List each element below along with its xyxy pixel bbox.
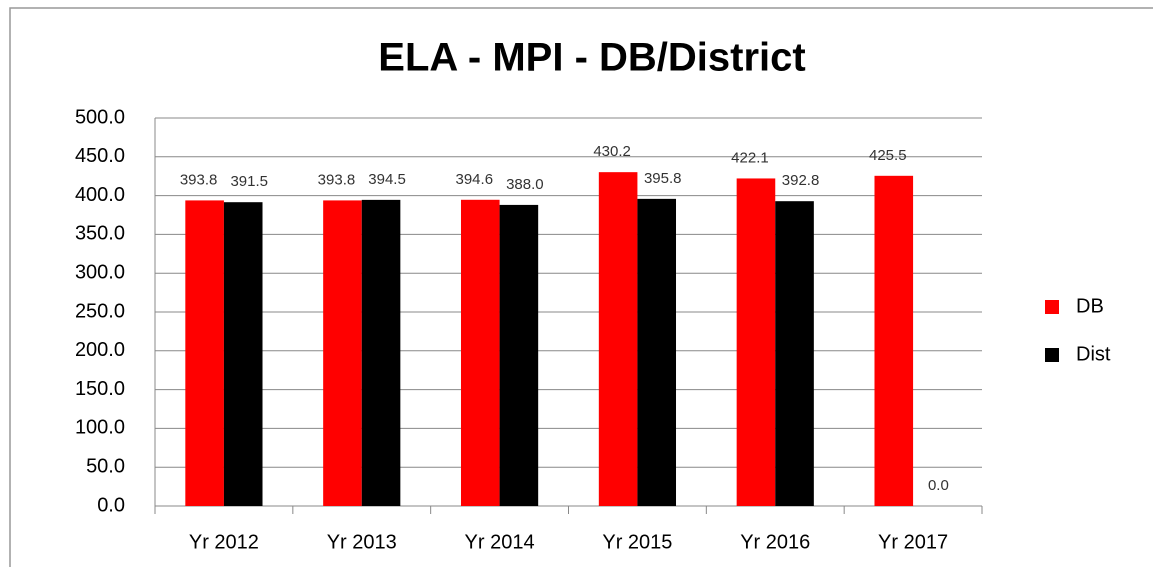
value-label: 394.6 bbox=[456, 171, 494, 188]
bar bbox=[874, 175, 914, 506]
bar bbox=[323, 200, 362, 506]
value-label: 422.1 bbox=[731, 149, 769, 166]
y-tick-label: 150.0 bbox=[75, 378, 125, 400]
value-label: 388.0 bbox=[506, 176, 544, 193]
x-tick-label: Yr 2017 bbox=[878, 531, 948, 553]
y-tick-label: 500.0 bbox=[75, 106, 125, 128]
value-label: 393.8 bbox=[318, 171, 356, 188]
x-tick-label: Yr 2014 bbox=[465, 531, 535, 553]
legend-label: DB bbox=[1076, 295, 1104, 317]
y-tick-label: 400.0 bbox=[75, 184, 125, 206]
x-tick-label: Yr 2013 bbox=[327, 531, 397, 553]
chart-title: ELA - MPI - DB/District bbox=[378, 36, 805, 80]
y-tick-label: 300.0 bbox=[75, 261, 125, 283]
y-tick-label: 200.0 bbox=[75, 339, 125, 361]
bar bbox=[460, 199, 500, 506]
bar bbox=[637, 198, 677, 507]
bar bbox=[499, 204, 539, 507]
value-label: 393.8 bbox=[180, 171, 218, 188]
legend-label: Dist bbox=[1076, 343, 1111, 365]
legend-swatch bbox=[1045, 300, 1059, 314]
value-label: 0.0 bbox=[928, 477, 949, 494]
x-tick-label: Yr 2012 bbox=[189, 531, 259, 553]
y-tick-label: 250.0 bbox=[75, 300, 125, 322]
value-label: 392.8 bbox=[782, 172, 820, 189]
y-tick-label: 0.0 bbox=[97, 494, 125, 516]
y-tick-label: 450.0 bbox=[75, 145, 125, 167]
legend-swatch bbox=[1045, 348, 1059, 362]
bar bbox=[775, 201, 814, 506]
bar bbox=[223, 202, 263, 507]
value-label: 391.5 bbox=[230, 173, 268, 190]
y-tick-label: 350.0 bbox=[75, 223, 125, 245]
value-label: 430.2 bbox=[593, 143, 631, 160]
bar bbox=[185, 200, 224, 506]
bar bbox=[736, 178, 776, 507]
bar bbox=[598, 172, 638, 506]
frame bbox=[9, 7, 1153, 567]
x-tick-label: Yr 2016 bbox=[740, 531, 810, 553]
value-label: 394.5 bbox=[368, 171, 406, 188]
x-tick-label: Yr 2015 bbox=[602, 531, 672, 553]
y-tick-label: 50.0 bbox=[86, 455, 125, 477]
bar bbox=[361, 199, 401, 507]
value-label: 395.8 bbox=[644, 170, 682, 187]
y-tick-label: 100.0 bbox=[75, 417, 125, 439]
value-label: 425.5 bbox=[869, 147, 907, 164]
